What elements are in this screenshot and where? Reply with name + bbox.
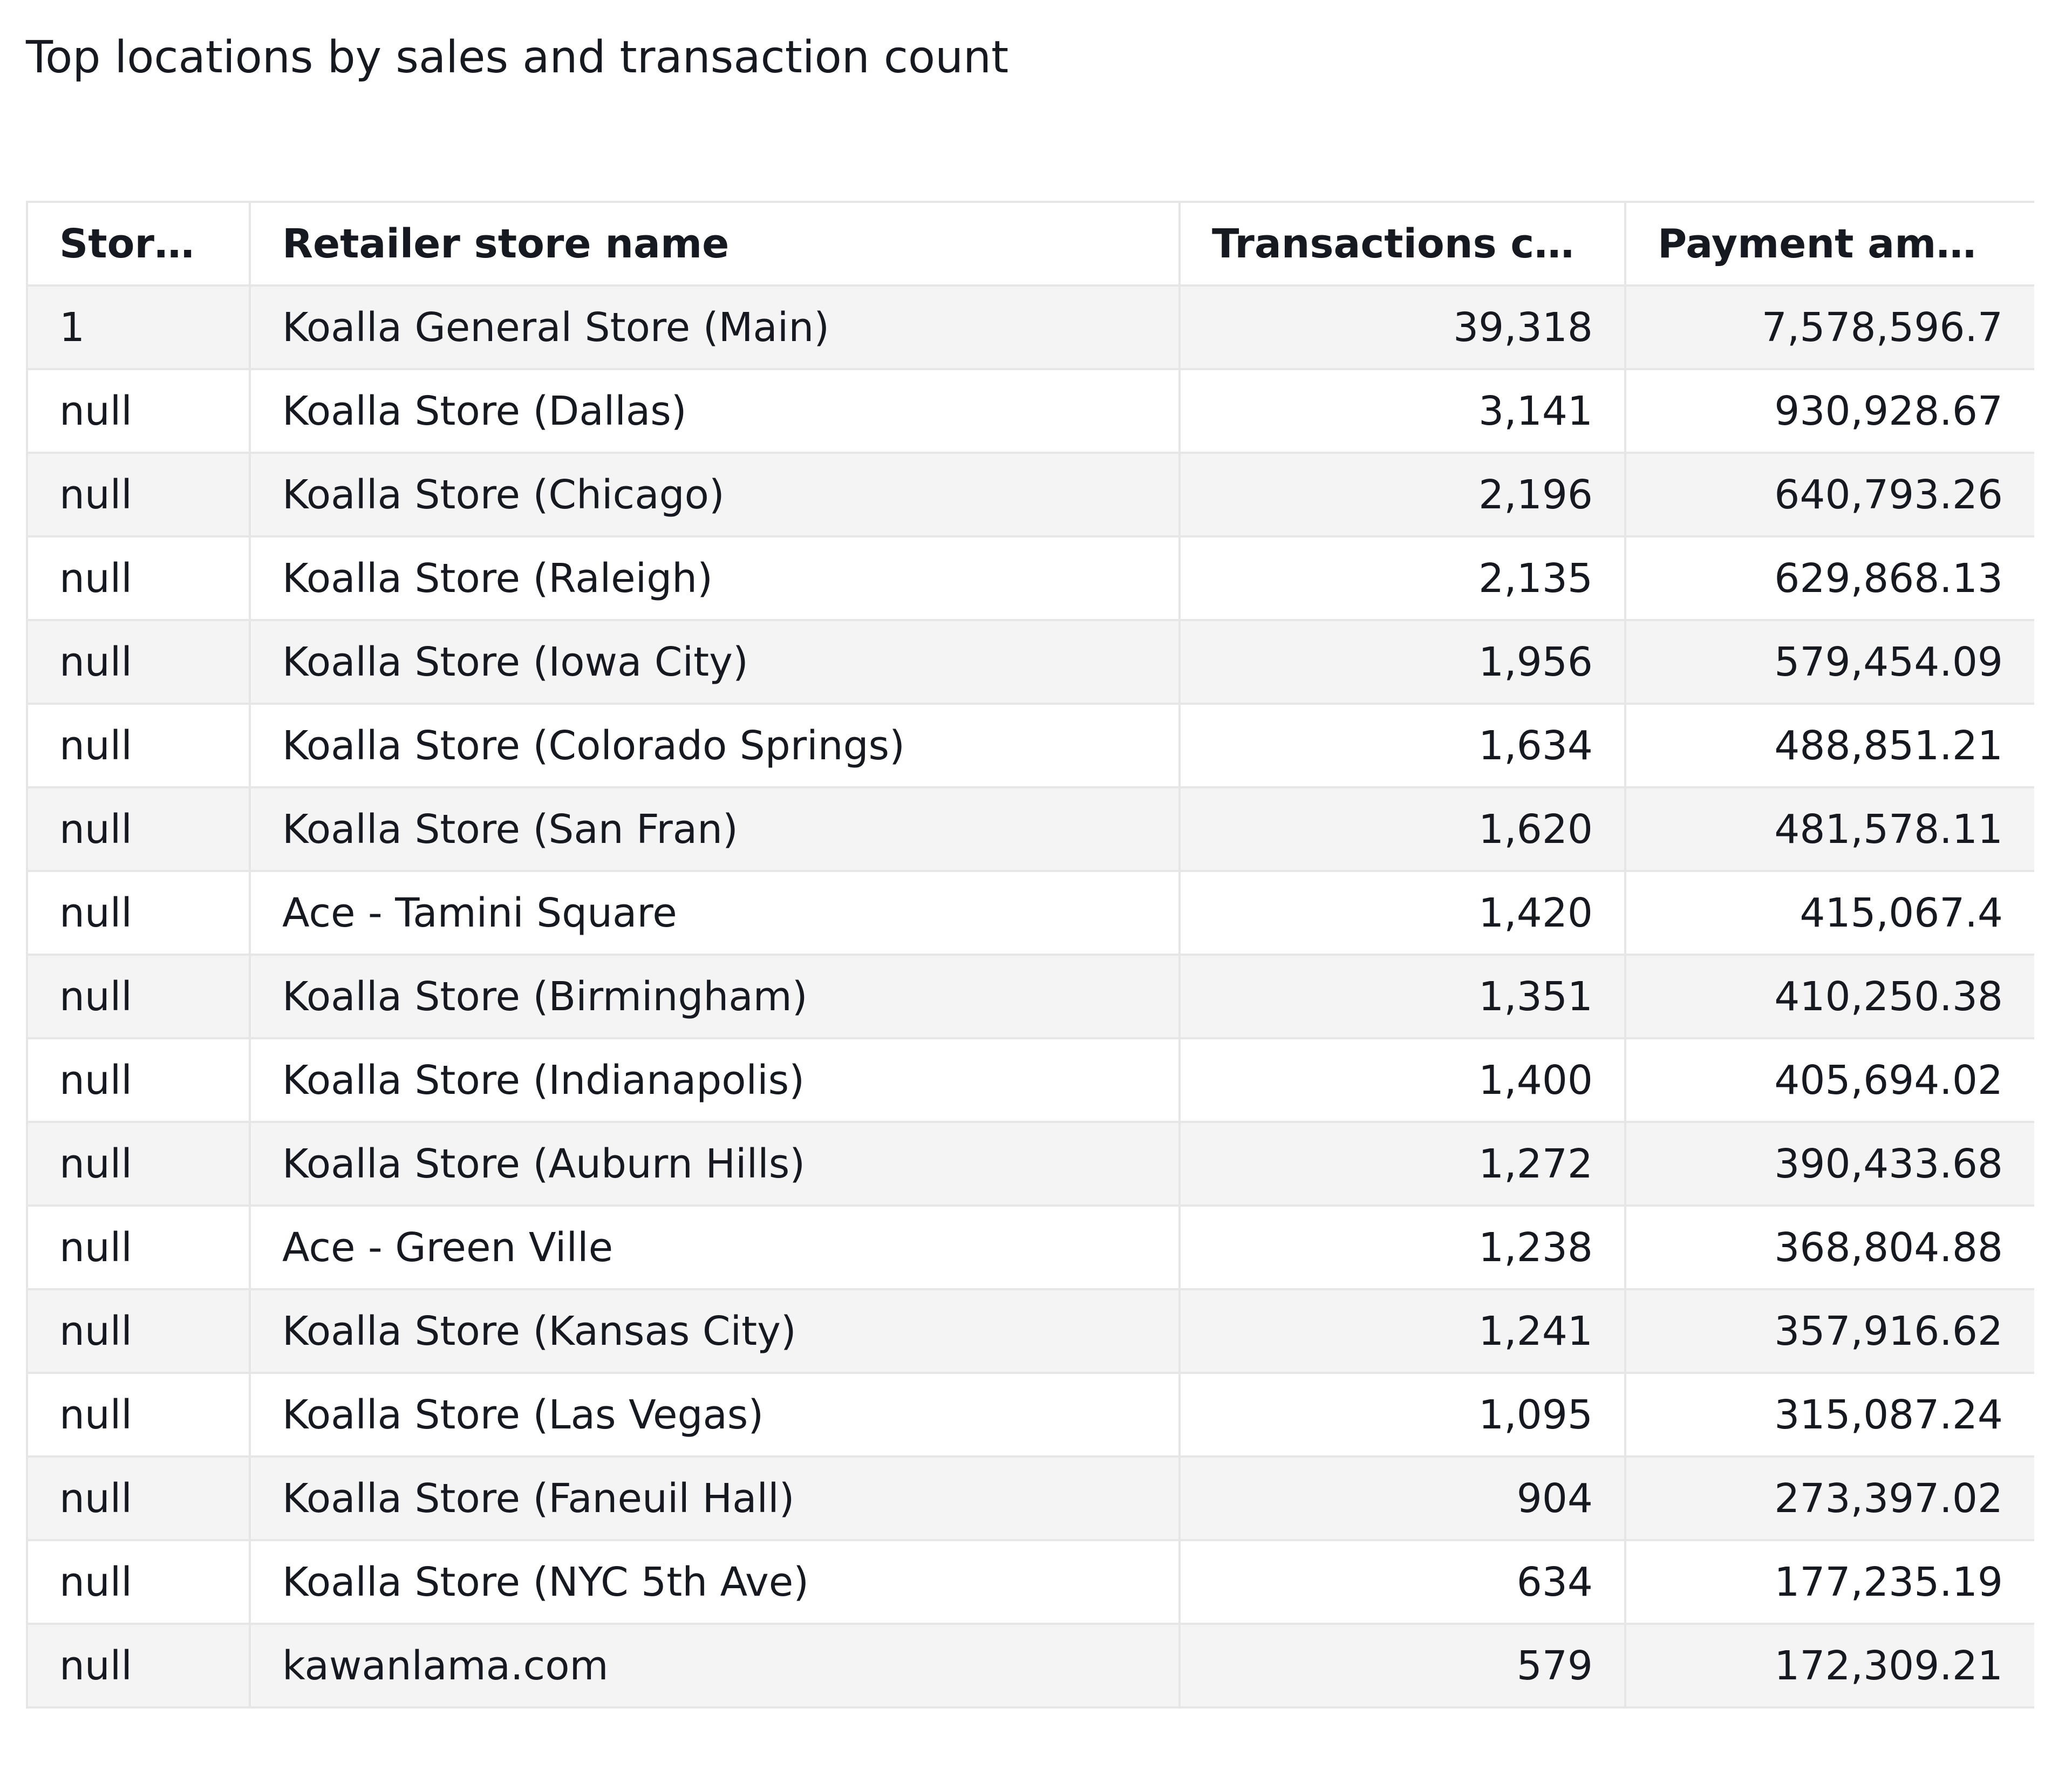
table-body: 1 Koalla General Store (Main) 39,318 7,578,… — [26, 284, 2034, 1709]
table-row[interactable]: 1 Koalla General Store (Main) 39,318 7,578,… — [26, 284, 2034, 370]
table-row[interactable]: null Koalla Store (Kansas City) 1,241 357,9… — [26, 1288, 2034, 1374]
payment-amount-cell: 172,309.21 — [1624, 1623, 2034, 1709]
payment-amount-cell: 488,851.21 — [1624, 703, 2034, 788]
transactions-count-cell: 634 — [1178, 1539, 1626, 1625]
retailer-store-name-cell: Koalla Store (Raleigh) — [249, 535, 1181, 621]
table-row[interactable]: null Koalla Store (Faneuil Hall) 904 273,39… — [26, 1455, 2034, 1541]
retailer-store-name-cell: Koalla Store (Birmingham) — [249, 954, 1181, 1039]
retailer-store-name-cell: Koalla Store (Auburn Hills) — [249, 1121, 1181, 1207]
store-cell: null — [26, 1372, 251, 1458]
table-row[interactable]: null Koalla Store (Birmingham) 1,351 410,25… — [26, 954, 2034, 1039]
transactions-count-cell: 1,620 — [1178, 786, 1626, 872]
payment-amount-cell: 481,578.11 — [1624, 786, 2034, 872]
retailer-store-name-cell: Koalla Store (San Fran) — [249, 786, 1181, 872]
table-row[interactable]: null Koalla Store (Dallas) 3,141 930,928.67 — [26, 368, 2034, 454]
retailer-store-name-cell: Koalla Store (Iowa City) — [249, 619, 1181, 705]
table-row[interactable]: null Koalla Store (Las Vegas) 1,095 315,087… — [26, 1372, 2034, 1458]
table-row[interactable]: null Koalla Store (NYC 5th Ave) 634 177,235… — [26, 1539, 2034, 1625]
column-header-payment-amount[interactable]: Payment amount — [1624, 201, 2034, 287]
table-row[interactable]: null Koalla Store (Chicago) 2,196 640,793.2… — [26, 452, 2034, 537]
payment-amount-cell: 315,087.24 — [1624, 1372, 2034, 1458]
column-header-retailer-store-name[interactable]: Retailer store name — [249, 201, 1181, 287]
transactions-count-cell: 1,272 — [1178, 1121, 1626, 1207]
column-header-transactions-count[interactable]: Transactions count — [1178, 201, 1626, 287]
transactions-count-cell: 3,141 — [1178, 368, 1626, 454]
transactions-count-cell: 1,095 — [1178, 1372, 1626, 1458]
transactions-count-cell: 1,400 — [1178, 1037, 1626, 1123]
payment-amount-cell: 7,578,596.7 — [1624, 284, 2034, 370]
payment-amount-cell: 357,916.62 — [1624, 1288, 2034, 1374]
retailer-store-name-cell: Koalla General Store (Main) — [249, 284, 1181, 370]
transactions-count-cell: 2,135 — [1178, 535, 1626, 621]
payment-amount-cell: 273,397.02 — [1624, 1455, 2034, 1541]
store-cell: null — [26, 786, 251, 872]
transactions-count-cell: 2,196 — [1178, 452, 1626, 537]
store-cell: null — [26, 1204, 251, 1290]
visual-title: Top locations by sales and transaction c… — [26, 32, 1009, 83]
table-row[interactable]: null Koalla Store (San Fran) 1,620 481,578.… — [26, 786, 2034, 872]
store-cell: null — [26, 452, 251, 537]
table-row[interactable]: null Koalla Store (Colorado Springs) 1,634… — [26, 703, 2034, 788]
transactions-count-cell: 904 — [1178, 1455, 1626, 1541]
payment-amount-cell: 579,454.09 — [1624, 619, 2034, 705]
payment-amount-cell: 405,694.02 — [1624, 1037, 2034, 1123]
column-header-store[interactable]: Store... — [26, 201, 251, 287]
store-cell: null — [26, 703, 251, 788]
transactions-count-cell: 1,634 — [1178, 703, 1626, 788]
store-cell: 1 — [26, 284, 251, 370]
store-cell: null — [26, 1539, 251, 1625]
store-cell: null — [26, 870, 251, 956]
table-row[interactable]: null kawanlama.com 579 172,309.21 — [26, 1623, 2034, 1709]
table-row[interactable]: null Ace - Tamini Square 1,420 415,067.4 — [26, 870, 2034, 956]
retailer-store-name-cell: Koalla Store (Las Vegas) — [249, 1372, 1181, 1458]
retailer-store-name-cell: Koalla Store (Faneuil Hall) — [249, 1455, 1181, 1541]
payment-amount-cell: 410,250.38 — [1624, 954, 2034, 1039]
payment-amount-cell: 629,868.13 — [1624, 535, 2034, 621]
store-cell: null — [26, 368, 251, 454]
transactions-count-cell: 1,351 — [1178, 954, 1626, 1039]
table-header-row: Store... Retailer store name Transaction… — [26, 201, 2034, 287]
retailer-store-name-cell: kawanlama.com — [249, 1623, 1181, 1709]
retailer-store-name-cell: Koalla Store (Chicago) — [249, 452, 1181, 537]
table-row[interactable]: null Koalla Store (Iowa City) 1,956 579,454… — [26, 619, 2034, 705]
retailer-store-name-cell: Koalla Store (Colorado Springs) — [249, 703, 1181, 788]
store-cell: null — [26, 1288, 251, 1374]
payment-amount-cell: 177,235.19 — [1624, 1539, 2034, 1625]
store-cell: null — [26, 535, 251, 621]
retailer-store-name-cell: Ace - Tamini Square — [249, 870, 1181, 956]
store-cell: null — [26, 1623, 251, 1709]
transactions-count-cell: 579 — [1178, 1623, 1626, 1709]
store-cell: null — [26, 1455, 251, 1541]
table-row[interactable]: null Koalla Store (Indianapolis) 1,400 405,… — [26, 1037, 2034, 1123]
payment-amount-cell: 390,433.68 — [1624, 1121, 2034, 1207]
transactions-count-cell: 1,238 — [1178, 1204, 1626, 1290]
transactions-count-cell: 1,420 — [1178, 870, 1626, 956]
transactions-count-cell: 1,956 — [1178, 619, 1626, 705]
payment-amount-cell: 368,804.88 — [1624, 1204, 2034, 1290]
retailer-store-name-cell: Koalla Store (NYC 5th Ave) — [249, 1539, 1181, 1625]
store-cell: null — [26, 1037, 251, 1123]
store-cell: null — [26, 954, 251, 1039]
payment-amount-cell: 930,928.67 — [1624, 368, 2034, 454]
table-row[interactable]: null Koalla Store (Raleigh) 2,135 629,868.1… — [26, 535, 2034, 621]
payment-amount-cell: 415,067.4 — [1624, 870, 2034, 956]
transactions-count-cell: 1,241 — [1178, 1288, 1626, 1374]
locations-table: Store... Retailer store name Transaction… — [26, 201, 2034, 1709]
retailer-store-name-cell: Koalla Store (Indianapolis) — [249, 1037, 1181, 1123]
store-cell: null — [26, 1121, 251, 1207]
store-cell: null — [26, 619, 251, 705]
table-row[interactable]: null Ace - Green Ville 1,238 368,804.88 — [26, 1204, 2034, 1290]
table-row[interactable]: null Koalla Store (Auburn Hills) 1,272 390,… — [26, 1121, 2034, 1207]
transactions-count-cell: 39,318 — [1178, 284, 1626, 370]
retailer-store-name-cell: Koalla Store (Dallas) — [249, 368, 1181, 454]
table-scroll-area[interactable]: Store... Retailer store name Transaction… — [26, 201, 2034, 1790]
retailer-store-name-cell: Koalla Store (Kansas City) — [249, 1288, 1181, 1374]
payment-amount-cell: 640,793.26 — [1624, 452, 2034, 537]
retailer-store-name-cell: Ace - Green Ville — [249, 1204, 1181, 1290]
